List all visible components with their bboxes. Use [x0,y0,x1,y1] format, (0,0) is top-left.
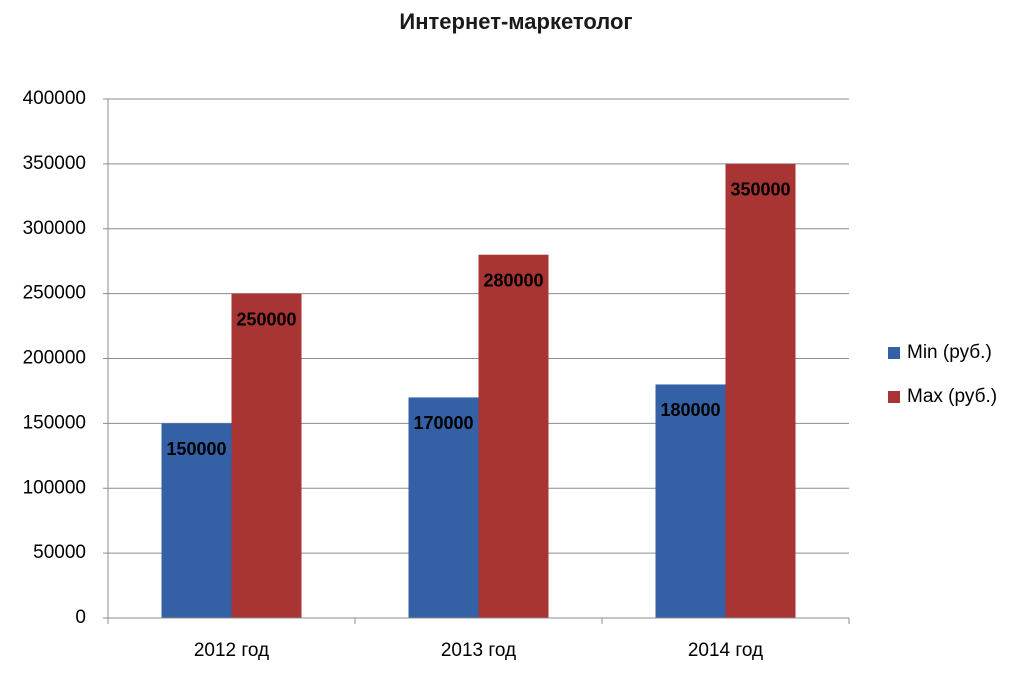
y-tick-label: 350000 [23,153,86,174]
data-label: 280000 [483,270,543,290]
data-label: 350000 [730,180,790,200]
bar [655,384,726,618]
data-label: 180000 [660,400,720,420]
legend-label: Max (руб.) [907,386,997,407]
y-tick-label: 250000 [23,283,86,304]
legend-swatch [888,347,900,359]
data-label: 250000 [236,309,296,329]
y-tick-label: 400000 [23,88,86,109]
data-label: 170000 [413,413,473,433]
legend-swatch [888,391,900,403]
bar [408,397,479,618]
x-tick-label: 2012 год [194,640,269,661]
y-tick-label: 100000 [23,477,86,498]
data-label: 150000 [166,439,226,459]
y-tick-label: 50000 [33,542,86,563]
legend-label: Min (руб.) [907,342,992,363]
x-tick-label: 2014 год [688,640,763,661]
y-tick-label: 200000 [23,348,86,369]
bar [231,293,302,618]
y-tick-label: 150000 [23,412,86,433]
y-tick-label: 300000 [23,218,86,239]
y-tick-label: 0 [75,607,86,628]
bar [161,423,232,618]
bar [478,254,549,618]
x-tick-label: 2013 год [441,640,516,661]
bar [725,163,796,618]
chart-title: Интернет-маркетолог [399,9,632,34]
